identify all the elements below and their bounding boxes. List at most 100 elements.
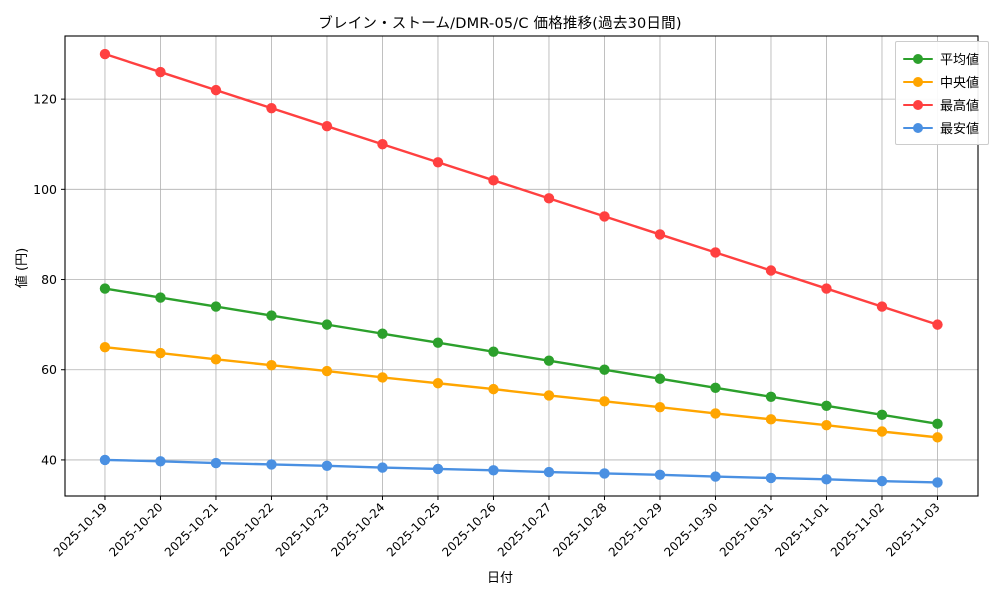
data-point[interactable] [377, 328, 388, 339]
x-tick-label: 2025-10-31 [717, 500, 776, 559]
data-point[interactable] [876, 426, 888, 437]
y-tick-label: 80 [41, 272, 57, 287]
data-point[interactable] [765, 391, 777, 402]
data-point[interactable] [432, 378, 444, 389]
data-point[interactable] [876, 475, 888, 487]
series-line [103, 458, 939, 484]
data-point[interactable] [432, 157, 444, 168]
data-point[interactable] [488, 346, 499, 357]
axes-layer [61, 35, 979, 500]
data-point[interactable] [543, 193, 555, 204]
data-point[interactable] [932, 432, 943, 443]
data-point[interactable] [710, 382, 721, 393]
data-point[interactable] [932, 319, 943, 330]
data-point[interactable] [321, 460, 333, 471]
y-tick-label: 40 [41, 452, 57, 467]
legend-swatch-average-icon [902, 53, 933, 65]
data-point[interactable] [543, 390, 555, 401]
data-point[interactable] [266, 459, 277, 470]
series-4 [99, 454, 943, 488]
data-point[interactable] [932, 477, 943, 488]
data-point[interactable] [99, 341, 111, 353]
x-tick-label: 2025-11-02 [828, 500, 887, 559]
y-tick-label: 60 [41, 362, 57, 377]
data-point[interactable] [432, 337, 444, 348]
data-point[interactable] [210, 354, 222, 365]
data-point[interactable] [488, 175, 499, 186]
data-point[interactable] [488, 465, 499, 476]
data-point[interactable] [321, 365, 333, 377]
data-point[interactable] [266, 310, 277, 321]
data-point[interactable] [710, 247, 721, 258]
data-point[interactable] [321, 319, 333, 330]
tick-labels-layer: 4060801001202025-10-192025-10-202025-10-… [33, 92, 942, 560]
x-tick-label: 2025-10-28 [550, 500, 609, 559]
x-tick-label: 2025-10-20 [106, 500, 165, 559]
x-tick-label: 2025-10-26 [439, 500, 498, 559]
data-point[interactable] [99, 283, 111, 294]
data-point[interactable] [876, 409, 888, 421]
data-point[interactable] [99, 48, 111, 60]
series-line [103, 287, 939, 426]
data-point[interactable] [266, 360, 277, 371]
data-series-layer [99, 48, 943, 488]
data-point[interactable] [210, 301, 222, 312]
legend-item-median[interactable]: 中央値 [902, 70, 979, 93]
data-point[interactable] [377, 372, 388, 383]
data-point[interactable] [932, 418, 943, 430]
y-tick-label: 100 [33, 182, 57, 197]
data-point[interactable] [821, 283, 832, 294]
legend-item-average[interactable]: 平均値 [902, 47, 979, 70]
data-point[interactable] [765, 265, 777, 276]
x-axis-label: 日付 [487, 571, 513, 586]
data-point[interactable] [765, 472, 777, 484]
data-point[interactable] [155, 66, 166, 78]
legend-label-average: 平均値 [939, 53, 979, 68]
legend-item-max[interactable]: 最高値 [902, 93, 979, 116]
data-point[interactable] [821, 474, 832, 485]
series-line [103, 52, 939, 326]
legend-label-median: 中央値 [939, 76, 979, 91]
data-point[interactable] [654, 373, 666, 384]
legend-label-max: 最高値 [939, 99, 979, 114]
data-point[interactable] [99, 454, 111, 466]
data-point[interactable] [210, 457, 222, 469]
data-point[interactable] [599, 211, 610, 222]
data-point[interactable] [654, 401, 666, 413]
x-tick-label: 2025-10-24 [328, 500, 387, 559]
legend-item-min[interactable]: 最安値 [902, 116, 979, 139]
legend-swatch-max-icon [902, 99, 933, 111]
data-point[interactable] [155, 292, 166, 303]
data-point[interactable] [266, 102, 277, 114]
series-3 [99, 48, 943, 330]
y-axis-label: 値 (円) [14, 248, 30, 288]
data-point[interactable] [155, 456, 166, 467]
data-point[interactable] [543, 355, 555, 366]
data-point[interactable] [765, 414, 777, 425]
data-point[interactable] [821, 400, 832, 412]
data-point[interactable] [377, 462, 388, 473]
data-point[interactable] [599, 364, 610, 375]
x-tick-label: 2025-10-22 [217, 500, 276, 559]
data-point[interactable] [654, 229, 666, 240]
data-point[interactable] [599, 396, 610, 407]
data-point[interactable] [599, 468, 610, 479]
series-line [103, 345, 939, 439]
data-point[interactable] [654, 469, 666, 481]
data-point[interactable] [155, 347, 166, 359]
x-tick-label: 2025-10-25 [384, 500, 443, 559]
data-point[interactable] [377, 139, 388, 150]
data-point[interactable] [432, 463, 444, 475]
data-point[interactable] [710, 471, 721, 482]
data-point[interactable] [876, 301, 888, 312]
data-point[interactable] [488, 383, 499, 395]
data-point[interactable] [321, 120, 333, 132]
data-point[interactable] [821, 419, 832, 431]
legend-swatch-min-icon [902, 122, 933, 134]
data-point[interactable] [543, 466, 555, 478]
data-point[interactable] [210, 84, 222, 96]
data-point[interactable] [710, 408, 721, 419]
x-tick-label: 2025-11-03 [883, 500, 942, 559]
